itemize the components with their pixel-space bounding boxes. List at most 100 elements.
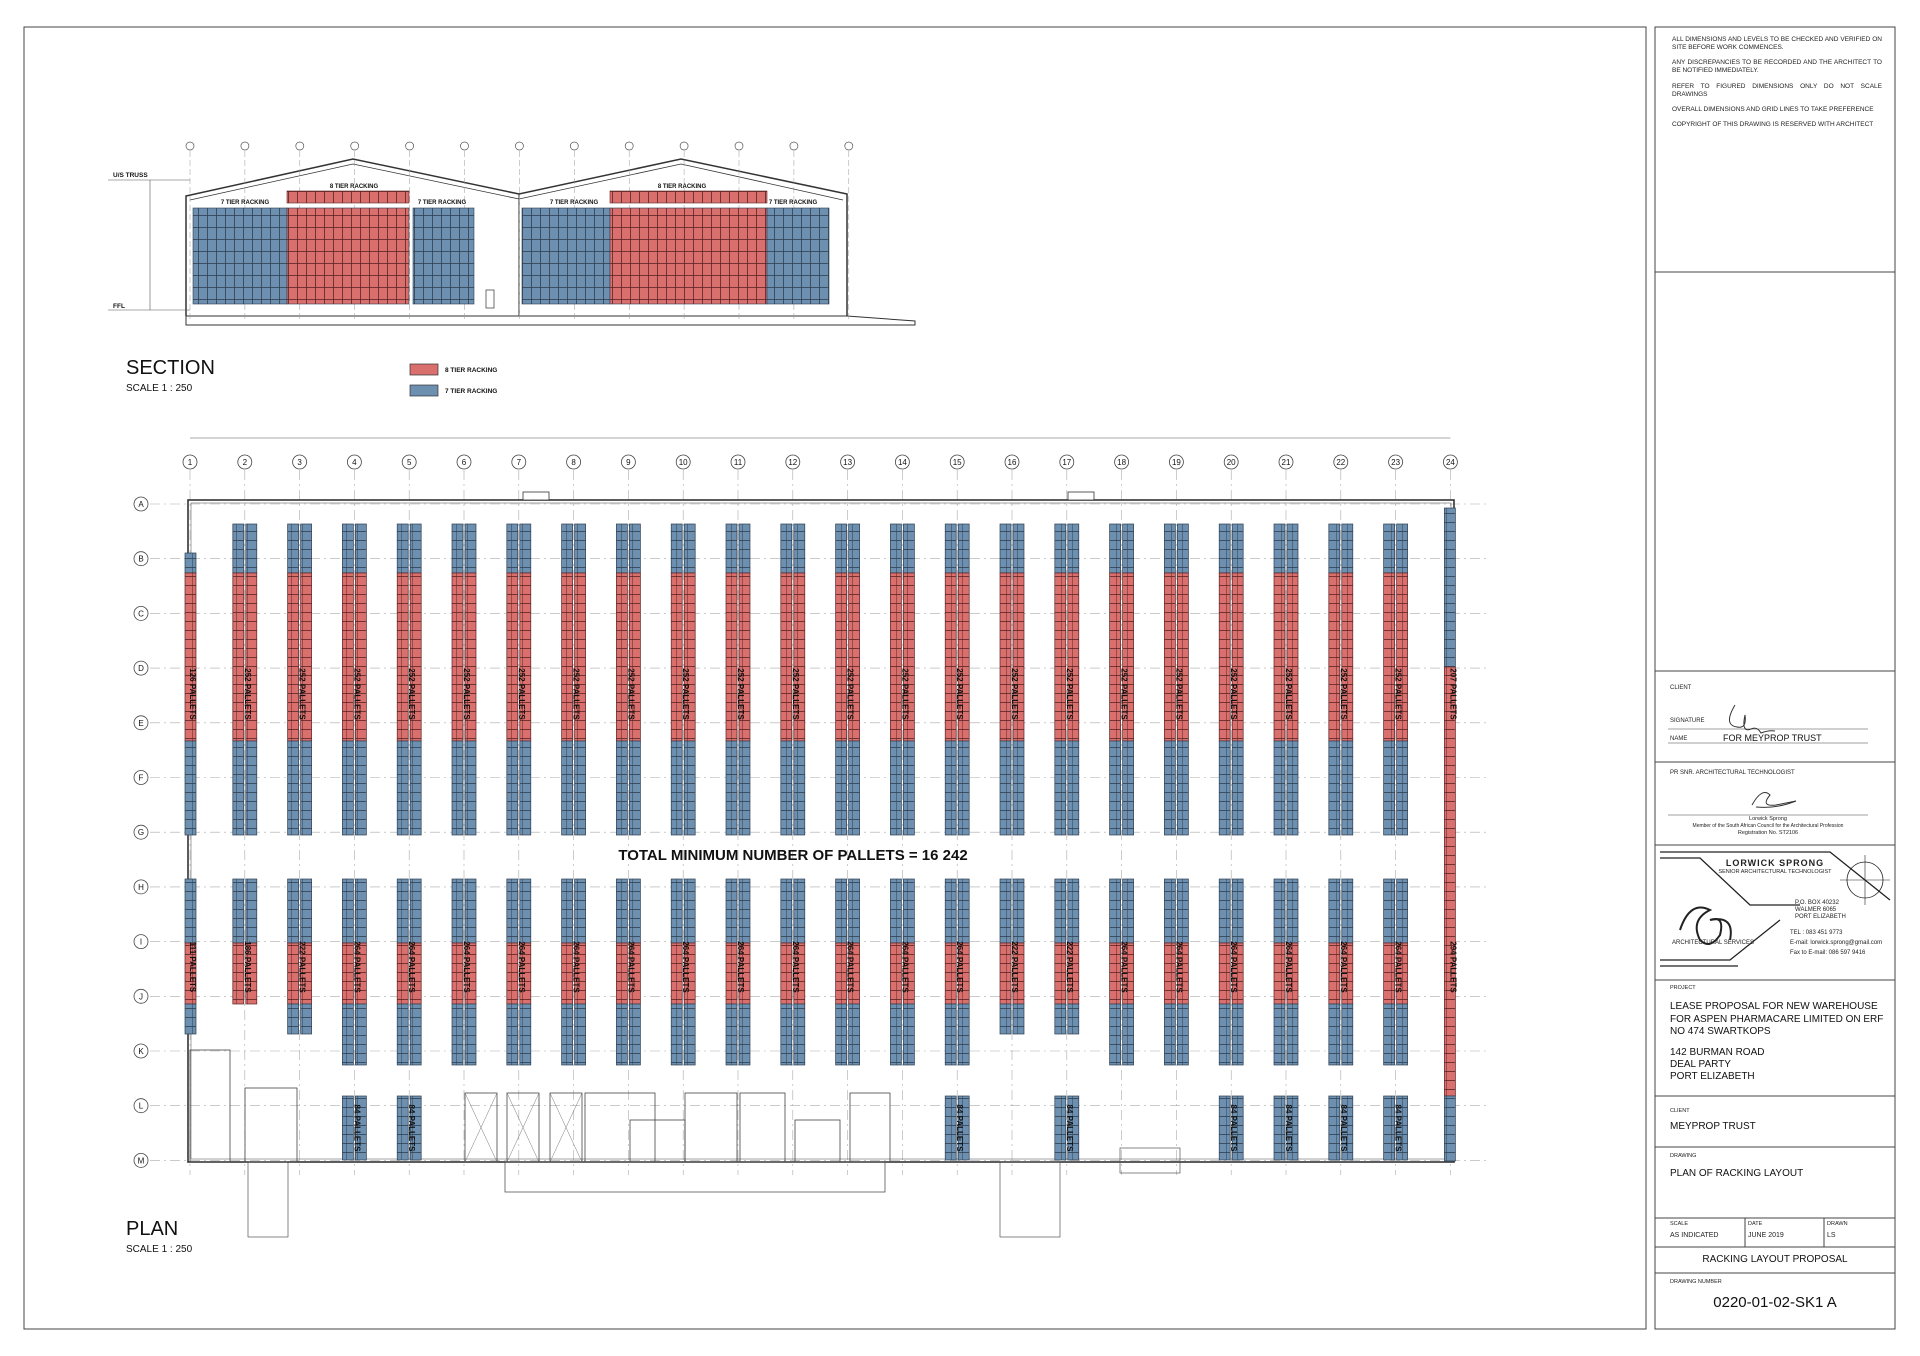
pallet-count: 111 PALLETS [188,942,197,993]
architect-signature [1751,792,1797,808]
pallet-count: 84 PALLETS [955,1105,964,1153]
rack [1164,572,1176,742]
rack [561,942,573,1005]
title-block-border [1654,26,1896,1330]
rack [464,740,477,836]
rack [1231,1095,1244,1161]
grid-row-label: H [138,883,144,892]
pallet-count: 264 PALLETS [1229,941,1238,993]
rack [409,1003,422,1066]
legend-label: 7 TIER RACKING [445,388,497,395]
rack [1177,523,1189,574]
rack [1231,1003,1244,1066]
rack [396,1003,409,1066]
rack [519,740,532,836]
pallet-count: 252 PALLETS [900,668,909,720]
grid-bubble [292,454,308,470]
floor [185,315,916,326]
pallet-count: 252 PALLETS [462,668,471,720]
grid-bubble [1388,454,1403,470]
rack [890,572,902,742]
grid-bubble [734,141,744,151]
grid-bubble [511,454,527,470]
rack [1383,1003,1395,1066]
rack [451,1003,464,1066]
rack [957,1003,970,1066]
note: REFER TO FIGURED DIMENSIONS ONLY DO NOT … [1672,82,1882,98]
grid-row-label: B [138,555,143,564]
pallet-count: 252 PALLETS [572,668,581,720]
rack [451,572,464,742]
pallet-count: 264 PALLETS [517,941,526,993]
drawing-title: PLAN OF RACKING LAYOUT [1670,1168,1804,1179]
rack [944,942,957,1005]
grid-bubble [346,454,362,470]
firm-address: PORT ELIZABETH [1795,914,1846,920]
grid-bubble [566,454,581,470]
rack-label: 8 TIER RACKING [658,184,707,190]
rack [561,1003,573,1066]
sheet-subject: RACKING LAYOUT PROPOSAL [1702,1254,1848,1265]
rack [1218,523,1231,574]
drawing-number: 0220-01-02-SK1 A [1713,1294,1837,1311]
scale-value: AS INDICATED [1670,1232,1719,1239]
grid-column-label: 20 [1227,458,1236,467]
rack [1328,740,1341,836]
rack [342,942,354,1005]
grid-column-label: 23 [1391,458,1400,467]
grid-bubble [840,454,855,470]
rack [835,740,847,836]
rack [1067,878,1080,944]
pallet-count: 252 PALLETS [1229,668,1238,720]
rack [999,942,1012,1005]
rack [464,1003,477,1066]
field-label: SCALE [1670,1221,1689,1227]
rack [738,523,751,574]
room [584,1092,656,1163]
rack [1444,1095,1456,1162]
rack [683,878,696,944]
rack [1067,1003,1080,1035]
rack [519,878,532,944]
building-inner [190,502,1452,1160]
date-value: JUNE 2019 [1748,1232,1784,1239]
rack [1286,740,1299,836]
rack [848,1003,860,1066]
rack [1054,878,1067,944]
pallet-count: 186 PALLETS [243,941,252,993]
rack [519,1003,532,1066]
grid-bubble [1059,454,1075,470]
note: ALL DIMENSIONS AND LEVELS TO BE CHECKED … [1672,36,1882,52]
rack [232,878,245,944]
rack [890,878,902,944]
rack [1273,1003,1286,1066]
pallet-count: 252 PALLETS [736,668,745,720]
rack [1218,942,1231,1005]
rack [944,1095,957,1161]
pallet-count: 252 PALLETS [1120,668,1129,720]
grid-row-label: K [138,1047,144,1056]
rack [670,523,683,574]
pallet-count: 252 PALLETS [1174,668,1183,720]
rack [574,1003,586,1066]
pallet-count: 264 PALLETS [736,941,745,993]
grid-bubble [460,141,469,151]
rack [184,1003,197,1035]
rack [780,572,793,742]
rack [245,740,258,836]
rack [1054,572,1067,742]
rack [1177,740,1189,836]
rack [409,523,422,574]
room [684,1092,738,1163]
rack [1396,740,1408,836]
rack [355,878,367,944]
note: OVERALL DIMENSIONS AND GRID LINES TO TAK… [1672,105,1874,113]
rack [903,523,915,574]
rack [1177,878,1189,944]
door [485,289,495,309]
rack [1067,740,1080,836]
rack [287,1003,299,1035]
title-block-lines [1655,271,1895,1274]
rack [342,878,354,944]
